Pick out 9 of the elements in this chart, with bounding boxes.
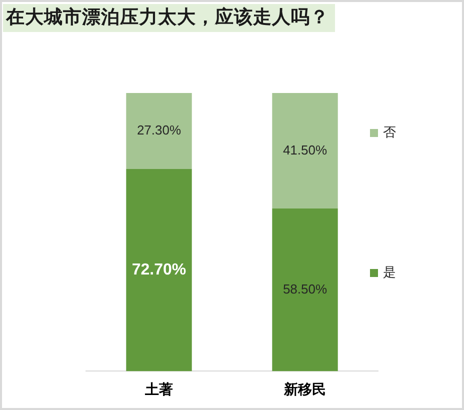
legend-label: 否 (383, 124, 396, 140)
data-label: 27.30% (136, 122, 182, 138)
data-label: 72.70% (132, 261, 186, 278)
data-label: 41.50% (282, 142, 328, 158)
data-label: 58.50% (282, 281, 328, 296)
legend-label: 是 (383, 264, 396, 280)
x-tick-label: 新移民 (283, 381, 326, 398)
chart-title: 在大城市漂泊压力太大，应该走人吗？ (3, 4, 335, 32)
x-tick-label: 土著 (144, 382, 173, 398)
